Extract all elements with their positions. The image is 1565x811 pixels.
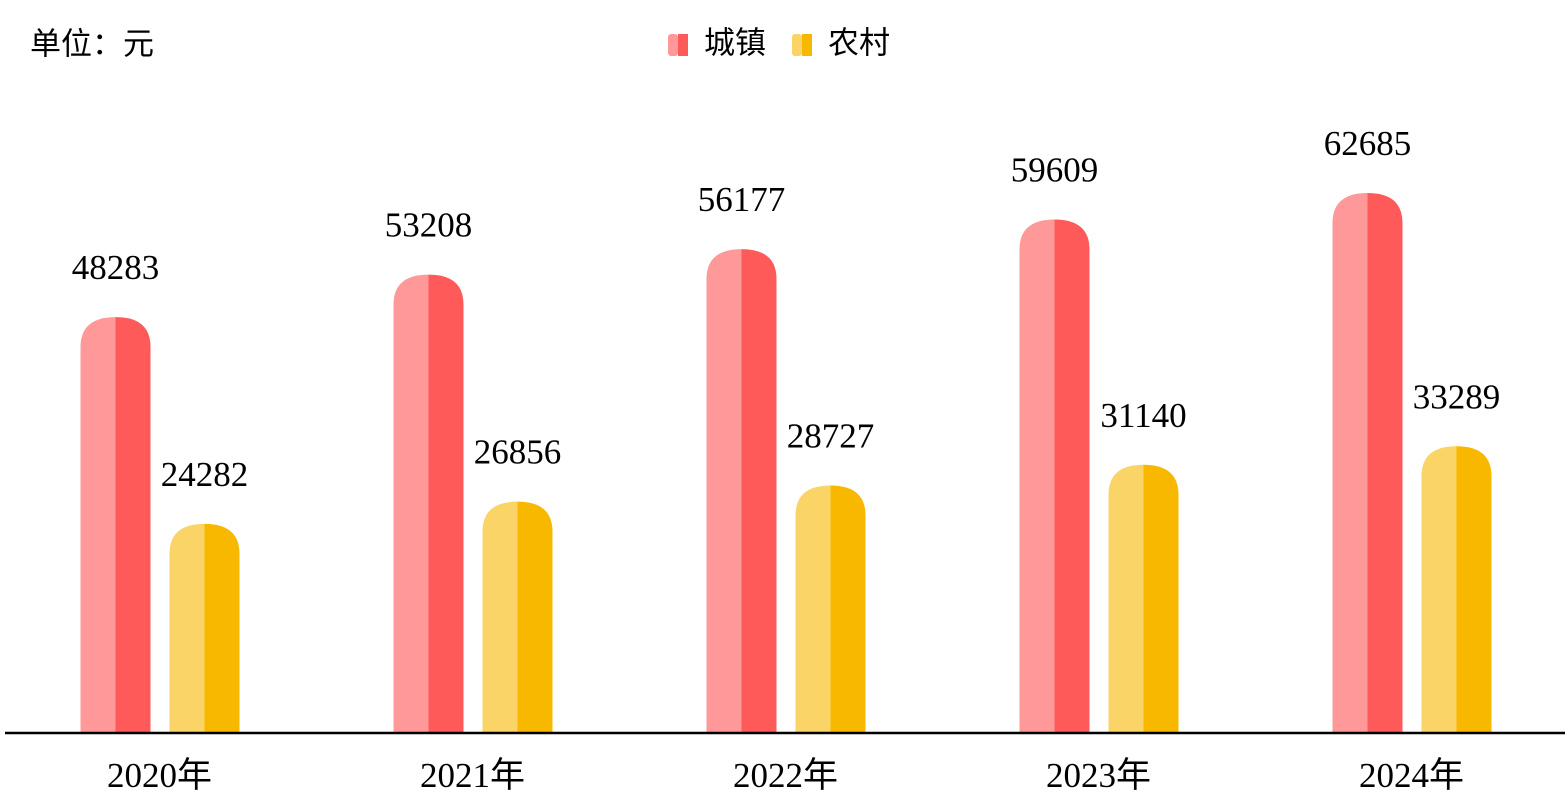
- legend-swatch-light: [792, 34, 802, 56]
- value-label: 48283: [72, 248, 160, 287]
- bar: [482, 501, 553, 733]
- value-label: 28727: [787, 417, 875, 456]
- bar: [1332, 193, 1403, 734]
- bar-right: [204, 523, 240, 733]
- legend-item: 农村: [792, 26, 890, 62]
- bar: [706, 249, 777, 734]
- bar-left: [393, 274, 429, 733]
- unit-label: 单位：元: [30, 27, 154, 63]
- bar-right: [1367, 193, 1403, 734]
- x-tick-label: 2024年: [1359, 756, 1464, 795]
- legend-item: 城镇: [668, 26, 766, 62]
- bar: [393, 274, 464, 733]
- value-label: 26856: [474, 433, 562, 472]
- bar-left: [80, 317, 116, 733]
- bar-left: [1019, 219, 1055, 733]
- bar-right: [1456, 446, 1492, 733]
- bar-left: [482, 501, 518, 733]
- x-tick-label: 2022年: [733, 756, 838, 795]
- bar-left: [1108, 464, 1144, 733]
- bar-right: [517, 501, 553, 733]
- bar-right: [1054, 219, 1090, 733]
- bar-left: [1421, 446, 1457, 733]
- bar: [80, 317, 151, 733]
- value-label: 24282: [161, 455, 249, 494]
- bar: [795, 485, 866, 733]
- bar: [1421, 446, 1492, 733]
- bar-left: [169, 523, 205, 733]
- bar: [1108, 464, 1179, 733]
- bar-right: [741, 249, 777, 734]
- x-tick-label: 2020年: [107, 756, 212, 795]
- legend-swatch: [678, 34, 688, 56]
- bar-right: [115, 317, 151, 733]
- legend-label: 城镇: [704, 26, 766, 62]
- value-label: 62685: [1324, 124, 1412, 163]
- value-label: 31140: [1100, 396, 1186, 435]
- legend-swatch: [802, 34, 812, 56]
- bar-right: [1143, 464, 1179, 733]
- x-tick-label: 2023年: [1046, 756, 1151, 795]
- bar-left: [706, 249, 742, 734]
- value-label: 56177: [698, 180, 786, 219]
- legend-swatch-light: [668, 34, 678, 56]
- value-label: 59609: [1011, 151, 1099, 190]
- value-label: 33289: [1413, 377, 1501, 416]
- bar-right: [830, 485, 866, 733]
- bar: [1019, 219, 1090, 733]
- bar-right: [428, 274, 464, 733]
- value-label: 53208: [385, 206, 473, 245]
- bar: [169, 523, 240, 733]
- bar-left: [795, 485, 831, 733]
- bar-left: [1332, 193, 1368, 734]
- legend-label: 农村: [828, 26, 890, 62]
- x-tick-label: 2021年: [420, 756, 525, 795]
